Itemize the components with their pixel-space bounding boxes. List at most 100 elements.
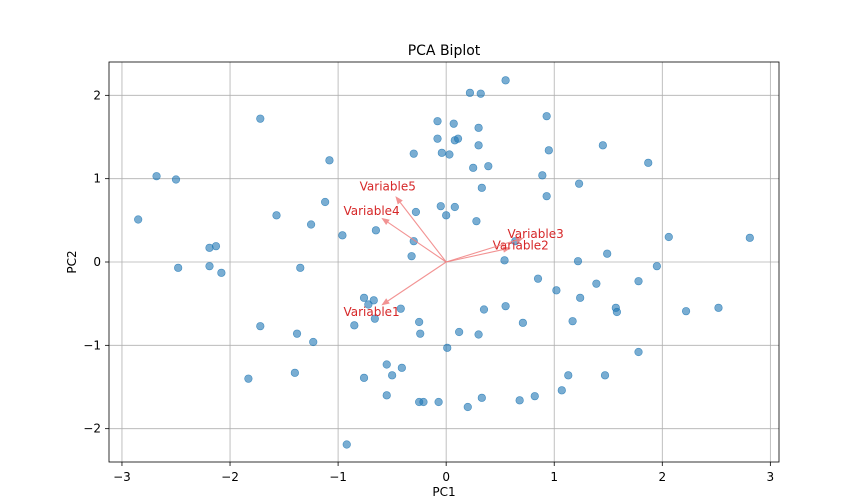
x-tick-label: −1	[329, 470, 347, 484]
loading-label: Variable5	[360, 179, 416, 193]
scatter-point	[552, 286, 561, 295]
scatter-point	[134, 215, 143, 224]
scatter-point	[501, 76, 510, 85]
x-tick-label: −3	[113, 470, 131, 484]
scatter-point	[397, 363, 406, 372]
scatter-point	[309, 337, 318, 347]
scatter-point	[544, 146, 553, 155]
scatter-point	[500, 256, 509, 265]
scatter-point	[338, 231, 347, 240]
scatter-point	[564, 371, 573, 380]
x-tick-label: 3	[767, 470, 775, 484]
loading-arrowhead	[381, 217, 390, 225]
y-tick-label: 2	[93, 88, 101, 102]
scatter-point	[644, 158, 653, 167]
scatter-point	[476, 89, 485, 98]
y-tick-label: 0	[93, 255, 101, 269]
loading-label: Variable3	[508, 227, 564, 241]
scatter-point	[442, 211, 451, 220]
scatter-point	[518, 318, 527, 327]
scatter-point	[453, 134, 463, 143]
scatter-point	[573, 257, 583, 266]
loading-label: Variable1	[343, 305, 399, 319]
scatter-point	[306, 220, 316, 229]
scatter-point	[434, 397, 443, 407]
scatter-point	[292, 329, 302, 338]
loading-arrow	[445, 239, 517, 263]
chart-title: PCA Biplot	[408, 43, 481, 59]
scatter-point	[416, 329, 425, 338]
scatter-point	[477, 183, 486, 192]
scatter-point	[576, 293, 585, 302]
scatter-point	[433, 134, 442, 143]
scatter-point	[479, 305, 489, 314]
scatter-point	[745, 233, 754, 242]
loading-label: Variable4	[343, 204, 399, 218]
scatter-point	[652, 262, 661, 271]
scatter-point	[445, 150, 454, 159]
scatter-point	[205, 243, 214, 252]
y-tick-label: −1	[83, 338, 101, 352]
scatter-point	[542, 192, 551, 201]
scatter-point	[455, 327, 464, 337]
x-tick-label: 0	[442, 470, 450, 484]
scatter-point	[501, 302, 510, 311]
scatter-point	[600, 371, 610, 380]
scatter-point	[484, 162, 493, 171]
loading-arrow	[399, 202, 447, 263]
scatter-point	[433, 117, 442, 126]
scatter-point	[474, 141, 483, 150]
scatter-point	[350, 321, 359, 330]
scatter-point	[272, 211, 281, 220]
scatter-point	[364, 300, 373, 309]
scatter-point	[463, 402, 472, 412]
scatter-point	[542, 112, 551, 121]
scatter-point	[714, 303, 723, 312]
x-tick-label: −2	[221, 470, 239, 484]
loading-arrow	[387, 261, 447, 302]
scatter-point	[217, 268, 226, 277]
scatter-point	[664, 232, 673, 242]
scatter-point	[443, 343, 452, 352]
scatter-point	[382, 360, 391, 369]
scatter-point	[411, 207, 421, 217]
scatter-point	[530, 392, 539, 401]
scatter-point	[568, 317, 577, 326]
x-tick-label: 1	[550, 470, 558, 484]
scatter-point	[396, 304, 405, 313]
scatter-point	[450, 202, 459, 212]
y-axis: −2 −1 0 1 2	[83, 88, 109, 436]
scatter-point	[472, 217, 481, 226]
scatter-point	[469, 163, 478, 172]
scatter-point	[244, 374, 253, 383]
scatter-point	[152, 172, 161, 181]
scatter-point	[437, 148, 446, 157]
loading-label: Variable2	[493, 239, 549, 253]
scatter-point	[436, 202, 445, 211]
scatter-point	[359, 373, 369, 382]
scatter-point	[574, 179, 584, 188]
scatter-point	[477, 393, 486, 402]
scatter-point	[634, 277, 643, 286]
scatter-point	[598, 141, 607, 150]
scatter-point	[592, 279, 601, 288]
scatter-point	[474, 330, 483, 339]
scatter-point	[359, 293, 369, 302]
scatter-point	[174, 263, 183, 272]
scatter-point	[409, 149, 418, 158]
x-axis: −3 −2 −1 0 1 2 3	[113, 462, 774, 484]
y-tick-label: 1	[93, 172, 101, 186]
scatter-point	[415, 317, 424, 327]
scatter-point	[515, 396, 524, 405]
scatter-point	[205, 262, 214, 271]
scatter-point	[256, 322, 265, 331]
scatter-point	[371, 226, 381, 235]
scatter-point	[369, 296, 378, 305]
scatter-point	[533, 274, 543, 283]
loading-arrowhead	[395, 196, 403, 205]
scatter-point	[370, 314, 379, 323]
scatter-point	[325, 156, 334, 165]
